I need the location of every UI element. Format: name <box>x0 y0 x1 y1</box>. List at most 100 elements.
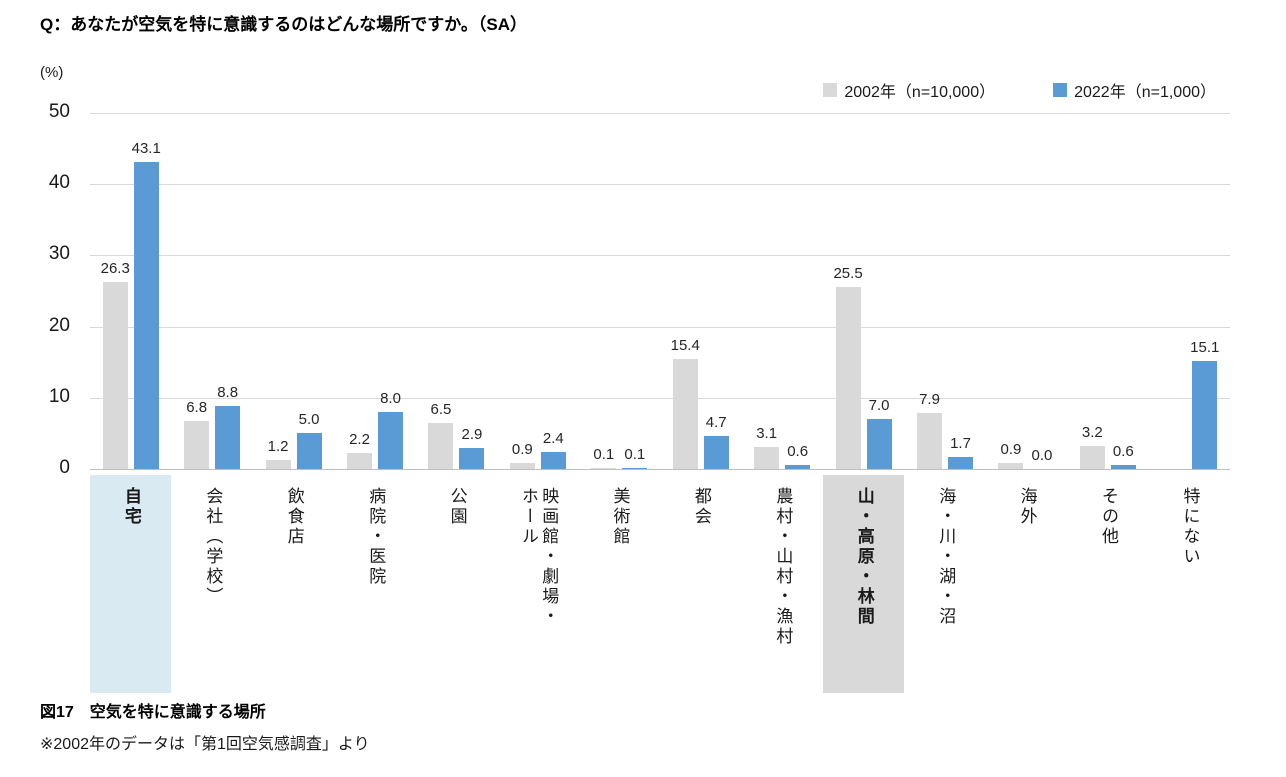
category-label: 美術館 <box>610 487 630 547</box>
bar-2022 <box>1110 464 1136 469</box>
category-label: 山・高原・林間 <box>854 487 874 627</box>
category-cell: 特にない <box>1149 475 1230 693</box>
bar-2002 <box>917 412 942 469</box>
bar-2022 <box>1192 361 1218 469</box>
bar-value-label: 2.4 <box>542 429 564 447</box>
y-tick-label: 10 <box>48 385 70 407</box>
category-cell: 飲食店 <box>253 475 334 693</box>
category-label: 農村・山村・漁村 <box>773 487 793 647</box>
bar-2002 <box>998 462 1024 469</box>
category-cell: 映画館・劇場・ ホール <box>497 475 578 693</box>
bar-value-label: 6.8 <box>186 398 208 416</box>
y-axis-unit: (%) <box>40 64 64 81</box>
bar-value-label: 2.2 <box>349 431 370 449</box>
bar-2002 <box>428 422 454 469</box>
category-label: 公園 <box>447 487 467 527</box>
bar-value-label: 0.0 <box>1031 447 1053 464</box>
y-tick-label: 40 <box>48 172 70 194</box>
category-label: 都会 <box>691 487 711 527</box>
bar-2022 <box>948 456 973 469</box>
bar-2022 <box>785 464 811 469</box>
figure-caption: 図17 空気を特に意識する場所 <box>40 704 266 721</box>
gridline <box>90 113 1230 114</box>
gridline <box>90 255 1230 257</box>
bar-value-label: 3.1 <box>756 424 778 442</box>
bar-value-label: 15.4 <box>670 337 700 355</box>
bar-2022 <box>540 451 566 469</box>
source-note: ※2002年のデータは「第1回空気感調査」より <box>40 736 370 753</box>
legend-item: 2002年（n=10,000） <box>823 78 995 102</box>
category-label: その他 <box>1099 487 1119 547</box>
y-tick-label: 50 <box>48 101 70 122</box>
legend: 2002年（n=10,000） 2022年（n=1,000） <box>823 78 1216 102</box>
bar-value-label: 8.8 <box>217 384 239 402</box>
x-axis-line <box>90 469 1230 470</box>
bar-2002 <box>509 462 535 469</box>
bar-value-label: 0.9 <box>1000 440 1022 458</box>
bar-2022 <box>378 412 403 469</box>
bar-value-label: 0.1 <box>624 446 646 464</box>
bar-2022 <box>866 419 892 469</box>
bar-2022 <box>459 448 485 469</box>
category-cell: 農村・山村・漁村 <box>741 475 822 693</box>
category-cell: 海外 <box>986 475 1067 693</box>
category-cell: 病院・医院 <box>334 475 415 693</box>
bar-value-label: 3.2 <box>1081 424 1103 442</box>
category-label: 自宅 <box>121 487 141 527</box>
y-tick-label: 20 <box>48 314 70 336</box>
category-label: 病院・医院 <box>366 487 386 587</box>
legend-swatch <box>1053 83 1068 97</box>
gridline <box>90 184 1230 186</box>
bar-value-label: 7.9 <box>919 390 940 408</box>
gridline <box>90 326 1230 328</box>
gridline <box>90 397 1230 399</box>
legend-label: 2022年（n=1,000） <box>1074 84 1216 101</box>
bar-2022 <box>133 162 159 469</box>
bar-2002 <box>265 460 291 469</box>
bar-value-label: 1.2 <box>267 438 289 456</box>
bar-2002 <box>591 468 617 469</box>
bar-value-label: 0.6 <box>1112 442 1134 460</box>
y-tick-label: 0 <box>59 457 70 478</box>
category-cell: 公園 <box>416 475 497 693</box>
bar-2002 <box>754 446 780 469</box>
bar-2002 <box>347 453 372 469</box>
bar-value-label: 0.9 <box>511 440 533 458</box>
bar-value-label: 26.3 <box>100 259 130 277</box>
bar-value-label: 0.6 <box>787 442 809 460</box>
bar-value-label: 7.0 <box>868 397 890 415</box>
bar-2022 <box>703 435 729 469</box>
category-label: 会社（学校） <box>203 487 223 607</box>
bar-2002 <box>184 420 210 469</box>
bar-2002 <box>672 359 698 469</box>
bar-2022 <box>296 433 322 469</box>
category-label: 特にない <box>1180 487 1200 567</box>
category-highlight: 山・高原・林間 <box>822 475 905 693</box>
bar-2022 <box>215 406 241 469</box>
category-cell: 海・川・湖・沼 <box>904 475 985 693</box>
category-cell: 会社（学校） <box>171 475 252 693</box>
bar-2002 <box>102 281 128 469</box>
category-label: 映画館・劇場・ ホール <box>518 487 559 627</box>
bar-2022 <box>622 468 648 469</box>
legend-swatch <box>823 83 838 97</box>
category-cell: 都会 <box>660 475 741 693</box>
bar-value-label: 0.1 <box>593 446 615 464</box>
bar-2002 <box>1079 446 1105 469</box>
bar-value-label: 8.0 <box>380 390 401 408</box>
category-cell: 美術館 <box>579 475 660 693</box>
category-cell: その他 <box>1067 475 1148 693</box>
bar-value-label: 5.0 <box>298 411 320 429</box>
category-label: 海・川・湖・沼 <box>936 487 956 627</box>
bar-value-label: 6.5 <box>430 400 452 418</box>
bar-value-label: 4.7 <box>705 413 727 431</box>
legend-label: 2002年（n=10,000） <box>844 84 996 101</box>
bar-value-label: 25.5 <box>833 265 863 283</box>
y-tick-label: 30 <box>48 243 70 265</box>
bar-value-label: 43.1 <box>131 140 161 158</box>
bar-2002 <box>835 287 861 469</box>
category-label: 飲食店 <box>284 487 304 547</box>
question-title: Q：あなたが空気を特に意識するのはどんな場所ですか。（SA） <box>40 15 527 34</box>
